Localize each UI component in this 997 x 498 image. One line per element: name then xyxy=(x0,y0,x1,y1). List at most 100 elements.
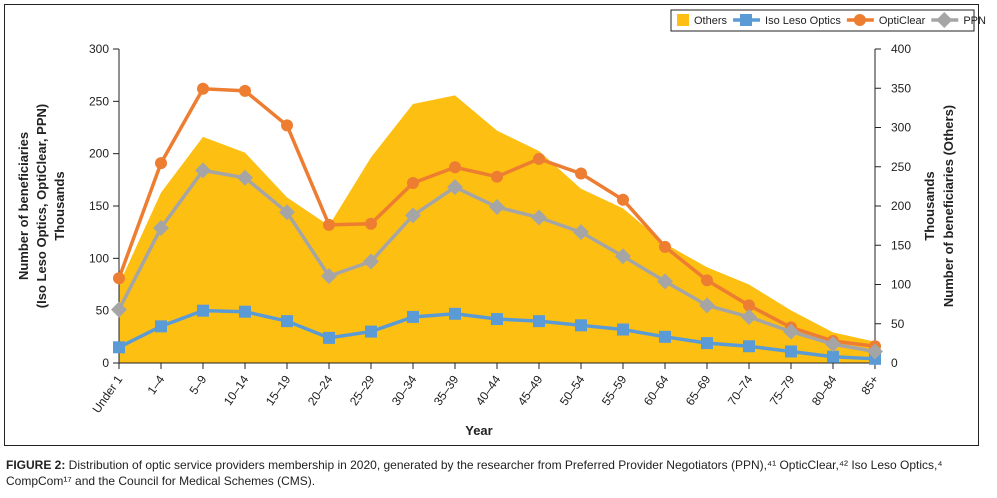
x-tick-label: 80–84 xyxy=(809,372,840,408)
left-tick-label: 200 xyxy=(89,147,109,161)
point-ppn xyxy=(153,219,169,236)
x-tick-label: Under 1 xyxy=(89,372,125,415)
right-tick-label: 50 xyxy=(891,317,905,331)
point-ppn xyxy=(489,199,505,216)
legend-marker-iso-leso-optics xyxy=(740,14,753,26)
point-ppn xyxy=(321,268,337,285)
left-tick-label: 250 xyxy=(89,94,109,108)
point-ppn xyxy=(699,297,715,314)
point-ppn xyxy=(111,301,127,318)
point-opticlear xyxy=(617,193,629,206)
point-iso-leso-optics xyxy=(323,331,335,344)
point-opticlear xyxy=(743,299,755,312)
point-opticlear xyxy=(407,176,419,189)
point-iso-leso-optics xyxy=(575,319,587,332)
right-tick-label: 150 xyxy=(891,238,911,252)
x-tick-label: 45–49 xyxy=(515,372,546,408)
caption-label: FIGURE 2: xyxy=(6,458,66,472)
legend-swatch-others xyxy=(677,14,689,26)
x-tick-label: 50–54 xyxy=(557,372,588,408)
right-tick-label: 0 xyxy=(891,356,898,370)
point-ppn xyxy=(279,204,295,221)
left-axis-title: (Iso Leso Optics, OptiClear, PPN) xyxy=(34,104,49,308)
point-iso-leso-optics xyxy=(113,341,125,354)
x-tick-label: 1–4 xyxy=(144,372,167,397)
right-tick-label: 400 xyxy=(891,42,911,56)
left-tick-label: 300 xyxy=(89,42,109,56)
right-tick-label: 350 xyxy=(891,81,911,95)
point-iso-leso-optics xyxy=(491,313,503,326)
x-tick-label: 55–59 xyxy=(599,372,630,408)
figure-frame xyxy=(4,4,979,446)
left-tick-label: 0 xyxy=(102,356,109,370)
x-tick-label: 60–64 xyxy=(641,372,672,408)
x-tick-label: 10–14 xyxy=(221,372,252,408)
point-ppn xyxy=(657,273,673,290)
x-tick-label: 5–9 xyxy=(186,372,209,397)
x-tick-label: 40–44 xyxy=(473,372,504,408)
point-iso-leso-optics xyxy=(365,325,377,338)
x-tick-label: 75–79 xyxy=(767,372,798,408)
point-iso-leso-optics xyxy=(239,305,251,318)
right-axis-title: Thousands xyxy=(922,171,937,240)
point-ppn xyxy=(741,308,757,325)
point-ppn xyxy=(825,336,841,353)
left-axis-title: Thousands xyxy=(52,171,67,240)
point-iso-leso-optics xyxy=(155,320,167,333)
point-iso-leso-optics xyxy=(617,323,629,336)
x-tick-label: 15–19 xyxy=(263,372,294,408)
legend-label-opticlear: OptiClear xyxy=(879,15,926,27)
right-axis-title: Number of beneficiaries (Others) xyxy=(941,105,956,307)
point-ppn xyxy=(405,207,421,224)
x-axis-title: Year xyxy=(465,423,492,438)
chart: 0 50 100 150 200 250 300 0 50 100 150 200 250 300 350 4… xyxy=(16,9,986,438)
point-ppn xyxy=(447,179,463,196)
point-iso-leso-optics xyxy=(281,315,293,328)
point-ppn xyxy=(363,253,379,270)
right-tick-label: 250 xyxy=(891,160,911,174)
point-iso-leso-optics xyxy=(743,340,755,353)
left-tick-label: 50 xyxy=(96,304,110,318)
left-tick-label: 150 xyxy=(89,199,109,213)
legend-marker-opticlear xyxy=(853,14,866,26)
point-ppn xyxy=(615,248,631,265)
point-iso-leso-optics xyxy=(197,304,209,317)
point-iso-leso-optics xyxy=(827,350,839,363)
x-tick-label: 65–69 xyxy=(683,372,714,408)
legend-label-ppn: PPN xyxy=(963,15,986,27)
point-opticlear xyxy=(197,82,209,95)
point-opticlear xyxy=(113,272,125,285)
point-opticlear xyxy=(281,119,293,132)
point-opticlear xyxy=(575,167,587,180)
point-opticlear xyxy=(449,161,461,174)
point-ppn xyxy=(237,169,253,186)
point-iso-leso-optics xyxy=(701,337,713,350)
right-tick-label: 100 xyxy=(891,278,911,292)
point-ppn xyxy=(531,209,547,226)
legend-marker-ppn xyxy=(936,12,953,28)
point-iso-leso-optics xyxy=(449,307,461,320)
legend-label-iso-leso-optics: Iso Leso Optics xyxy=(765,15,841,27)
left-axis-title: Number of beneficiaries xyxy=(16,132,31,280)
point-opticlear xyxy=(239,84,251,97)
x-tick-label: 20–24 xyxy=(305,372,336,408)
point-ppn xyxy=(867,343,883,360)
x-tick-label: 30–34 xyxy=(389,372,420,408)
point-iso-leso-optics xyxy=(659,330,671,343)
figure-caption: FIGURE 2: Distribution of optic service … xyxy=(6,457,991,489)
x-tick-label: 85+ xyxy=(858,373,881,398)
point-opticlear xyxy=(155,157,167,170)
point-opticlear xyxy=(323,218,335,231)
point-ppn xyxy=(573,224,589,241)
x-tick-label: 70–74 xyxy=(725,372,756,408)
x-tick-label: 35–39 xyxy=(431,372,462,408)
point-opticlear xyxy=(533,152,545,165)
point-iso-leso-optics xyxy=(785,345,797,358)
point-opticlear xyxy=(659,240,671,253)
point-iso-leso-optics xyxy=(533,315,545,328)
point-iso-leso-optics xyxy=(407,310,419,323)
right-tick-label: 200 xyxy=(891,199,911,213)
left-tick-label: 100 xyxy=(89,251,109,265)
right-tick-label: 300 xyxy=(891,121,911,135)
legend-label-others: Others xyxy=(694,15,728,27)
